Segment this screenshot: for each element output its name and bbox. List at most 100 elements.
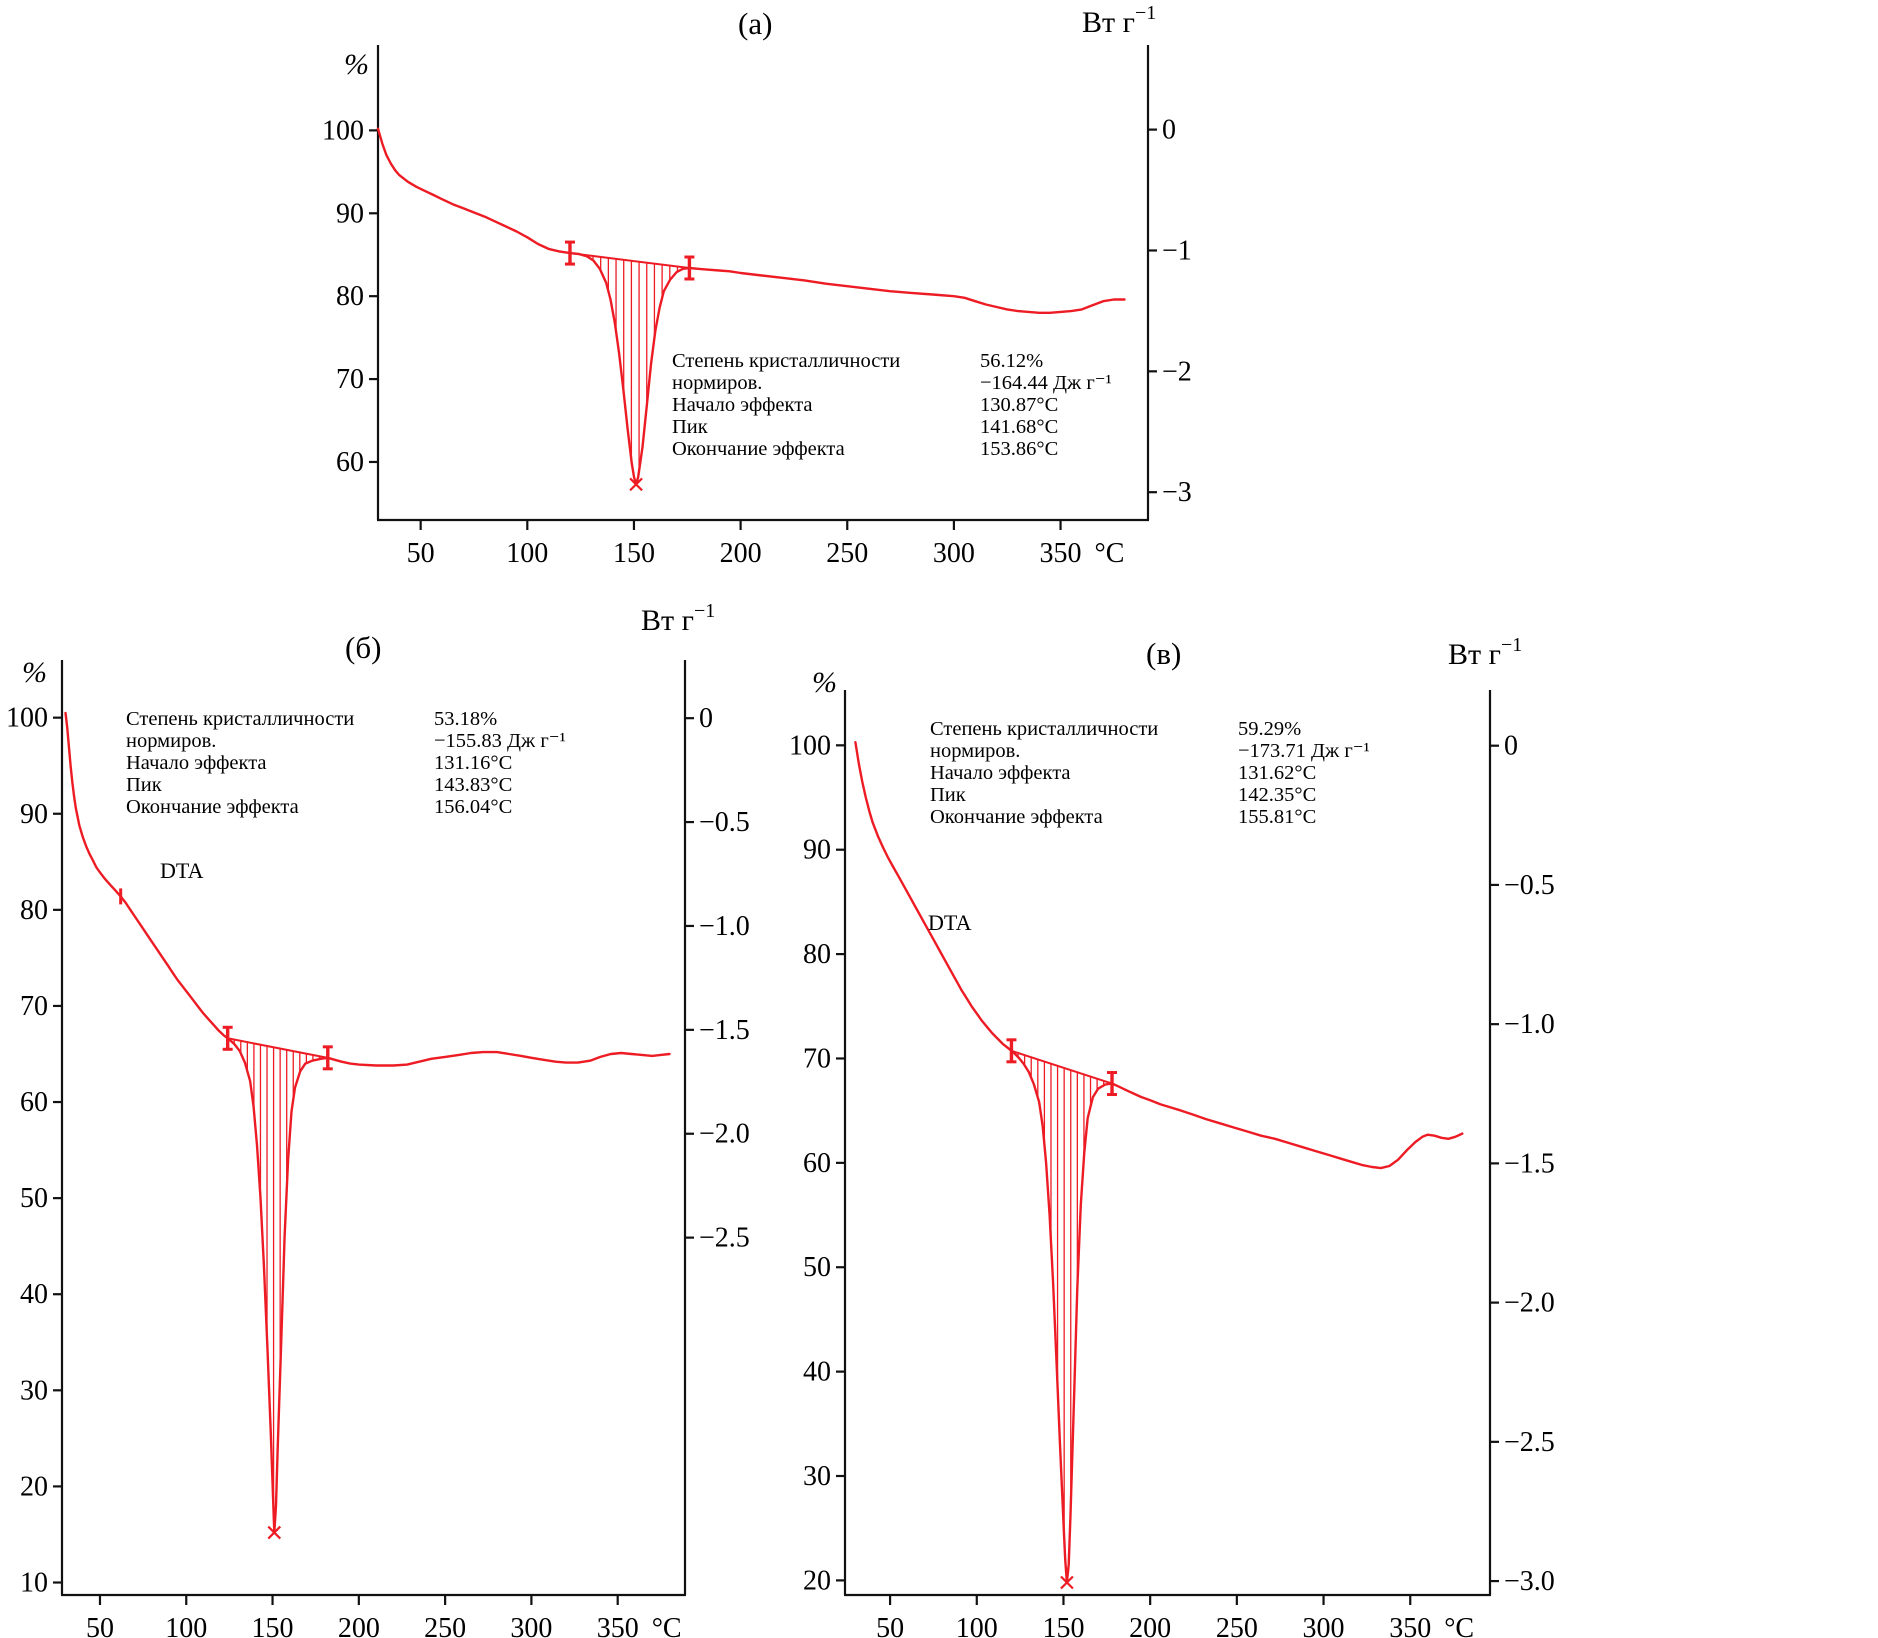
- peak-cross: [267, 1525, 282, 1540]
- annotation-value: 142.35°C: [1238, 784, 1317, 806]
- left-tick-label: 20: [20, 1471, 48, 1502]
- annotation-label: нормиров.: [930, 740, 1021, 762]
- x-tick-label: 200: [1129, 1613, 1171, 1638]
- left-tick-label: 70: [20, 991, 48, 1022]
- left-tick-label: 80: [20, 895, 48, 926]
- tg-dta-curve: [64, 711, 671, 1534]
- chart-b-left-axis-title: %: [22, 656, 47, 689]
- left-tick-label: 60: [803, 1148, 831, 1179]
- left-tick-label: 80: [336, 281, 364, 312]
- annotation-label: Начало эффекта: [930, 762, 1071, 784]
- left-tick-label: 30: [803, 1461, 831, 1492]
- left-tick-label: 70: [803, 1043, 831, 1074]
- left-tick-label: 90: [336, 198, 364, 229]
- right-tick-label: −1.0: [699, 911, 750, 942]
- watt-label-base: Вт г: [641, 604, 694, 637]
- x-tick-label: 150: [252, 1613, 294, 1638]
- chart-b-peak-annotation: Степень кристалличности 53.18% нормиров. −…: [126, 708, 566, 818]
- annotation-label: Пик: [930, 784, 966, 806]
- chart-v-title: (в): [1146, 636, 1182, 671]
- annotation-value: 56.12%: [980, 350, 1044, 372]
- x-tick-label: 200: [338, 1613, 380, 1638]
- left-tick-label: 50: [20, 1183, 48, 1214]
- annotation-row: нормиров. −173.71 Дж г⁻¹: [930, 740, 1370, 762]
- annotation-label: Степень кристалличности: [930, 718, 1159, 740]
- annotation-value: 153.86°C: [980, 438, 1059, 460]
- annotation-row: Окончание эффекта 156.04°C: [126, 796, 566, 818]
- chart-a-canvas: 60 70 80 90 100 0 −1 −2 −3 50 100 150 200 250 300 350 °C: [322, 45, 1192, 569]
- x-tick-label: 50: [407, 538, 435, 569]
- right-tick-label: −2.0: [1504, 1288, 1555, 1319]
- right-tick-label: −1.0: [1504, 1009, 1555, 1040]
- x-tick-label: 50: [86, 1613, 114, 1638]
- watt-label-base: Вт г: [1082, 6, 1135, 39]
- annotation-label: Окончание эффекта: [126, 796, 299, 818]
- right-tick-label: −2: [1162, 356, 1192, 387]
- annotation-label: Пик: [126, 774, 162, 796]
- chart-a-peak-annotation: Степень кристалличности 56.12% нормиров. −…: [672, 350, 1112, 460]
- x-tick-label: 200: [720, 538, 762, 569]
- right-tick-label: 0: [1504, 731, 1518, 762]
- peak-baseline: [1011, 1049, 1113, 1085]
- left-tick-label: 100: [322, 115, 364, 146]
- annotation-label: Степень кристалличности: [672, 350, 901, 372]
- annotation-row: Начало эффекта 131.16°C: [126, 752, 566, 774]
- left-tick-label: 100: [6, 703, 48, 734]
- left-tick-label: 80: [803, 939, 831, 970]
- annotation-label: Начало эффекта: [126, 752, 267, 774]
- annotation-row: Пик 143.83°C: [126, 774, 566, 796]
- left-tick-label: 90: [803, 835, 831, 866]
- x-tick-label: 250: [826, 538, 868, 569]
- right-tick-label: −0.5: [1504, 870, 1555, 901]
- x-axis-unit: °C: [652, 1613, 682, 1638]
- x-tick-label: 250: [1216, 1613, 1258, 1638]
- annotation-row: нормиров. −155.83 Дж г⁻¹: [126, 730, 566, 752]
- annotation-label: Степень кристалличности: [126, 708, 355, 730]
- x-tick-label: 150: [1042, 1613, 1084, 1638]
- peak-baseline: [569, 252, 690, 269]
- left-tick-label: 40: [20, 1279, 48, 1310]
- annotation-value: 53.18%: [434, 708, 498, 730]
- x-tick-label: 100: [165, 1613, 207, 1638]
- left-tick-label: 30: [20, 1375, 48, 1406]
- annotation-row: Окончание эффекта 153.86°C: [672, 438, 1112, 460]
- x-tick-label: 150: [613, 538, 655, 569]
- x-tick-label: 300: [1303, 1613, 1345, 1638]
- x-tick-label: 350: [597, 1613, 639, 1638]
- right-tick-label: −3: [1162, 477, 1192, 508]
- watt-label-exponent: −1: [1500, 634, 1523, 656]
- annotation-row: нормиров. −164.44 Дж г⁻¹: [672, 372, 1112, 394]
- x-tick-label: 350: [1389, 1613, 1431, 1638]
- left-tick-label: 90: [20, 799, 48, 830]
- tg-dta-curve: [854, 740, 1464, 1584]
- right-tick-label: 0: [699, 703, 713, 734]
- peak-cross: [1060, 1575, 1074, 1590]
- chart-v-dta-label: DTA: [928, 910, 972, 935]
- chart-b-canvas: 10 20 30 40 50 60 70 80 90 100 0 −0.5 −1.0 −1.5 −2.0 −2…: [6, 660, 750, 1638]
- left-tick-label: 50: [803, 1252, 831, 1283]
- left-tick-label: 70: [336, 364, 364, 395]
- left-tick-label: 60: [336, 447, 364, 478]
- right-tick-label: −0.5: [699, 807, 750, 838]
- left-tick-label: 40: [803, 1357, 831, 1388]
- chart-v-left-axis-title: %: [812, 666, 837, 699]
- watt-label-exponent: −1: [1134, 2, 1157, 24]
- annotation-row: Пик 141.68°C: [672, 416, 1112, 438]
- right-tick-label: −2.5: [699, 1223, 750, 1254]
- right-tick-label: −2.5: [1504, 1427, 1555, 1458]
- annotation-value: 131.16°C: [434, 752, 513, 774]
- annotation-value: 143.83°C: [434, 774, 513, 796]
- chart-v-canvas: 20 30 40 50 60 70 80 90 100 0 −0.5 −1.0 −1.5 −2.0 −2.5…: [789, 690, 1555, 1638]
- annotation-value: 131.62°C: [1238, 762, 1317, 784]
- annotation-label: Окончание эффекта: [930, 806, 1103, 828]
- chart-a-left-axis-title: %: [344, 48, 369, 81]
- x-tick-label: 50: [876, 1613, 904, 1638]
- chart-v-right-axis-title: Вт г−1: [1448, 634, 1523, 672]
- annotation-value: −164.44 Дж г⁻¹: [980, 372, 1112, 394]
- chart-a-right-axis-title: Вт г−1: [1082, 2, 1157, 40]
- chart-a-panel: 60 70 80 90 100 0 −1 −2 −3 50 100 150 200 250 300 350 °C…: [300, 0, 1230, 592]
- annotation-row: Степень кристалличности 53.18%: [126, 708, 566, 730]
- annotation-label: Начало эффекта: [672, 394, 813, 416]
- annotation-value: 59.29%: [1238, 718, 1302, 740]
